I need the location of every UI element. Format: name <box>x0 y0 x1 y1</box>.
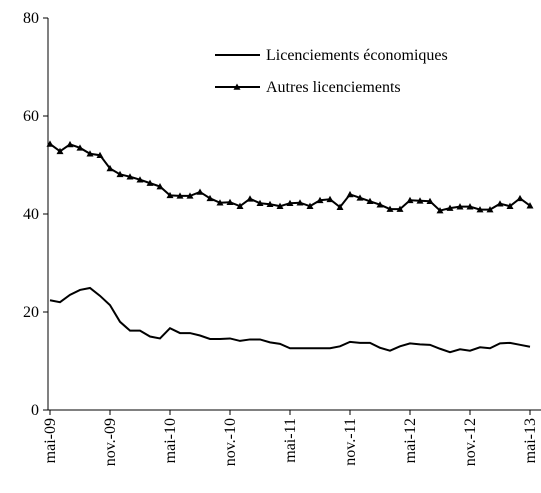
x-tick-label: mai-13 <box>522 418 539 463</box>
y-tick-label: 80 <box>23 10 39 27</box>
point-marker <box>216 199 224 206</box>
x-tick-label: nov.-11 <box>342 418 359 466</box>
point-marker <box>236 202 244 209</box>
x-tick-label: mai-10 <box>162 418 179 463</box>
legend-marker <box>233 83 241 90</box>
point-marker <box>516 194 524 202</box>
x-tick-label: nov.-12 <box>462 418 479 466</box>
point-marker <box>286 199 294 207</box>
y-tick-label: 0 <box>31 402 39 419</box>
point-marker <box>96 151 104 158</box>
legend-label: Autres licenciements <box>266 79 401 96</box>
point-marker <box>326 195 334 203</box>
point-marker <box>496 200 504 207</box>
point-marker <box>426 197 434 205</box>
point-marker <box>266 200 274 207</box>
point-marker <box>476 206 484 213</box>
x-tick-label: nov.-09 <box>102 418 119 466</box>
point-marker <box>276 202 284 209</box>
point-marker <box>206 194 214 202</box>
point-marker <box>406 196 414 204</box>
point-marker <box>436 207 444 214</box>
x-tick-label: nov.-10 <box>222 418 239 466</box>
series-line <box>49 286 531 354</box>
point-marker <box>226 198 234 206</box>
point-marker <box>186 192 194 199</box>
x-tick-label: mai-11 <box>282 418 299 463</box>
point-marker <box>376 201 384 208</box>
y-tick-label: 40 <box>23 206 39 223</box>
point-marker <box>446 204 454 211</box>
point-marker <box>76 144 84 151</box>
point-marker <box>156 183 164 190</box>
point-marker <box>176 192 184 199</box>
point-marker <box>386 205 394 212</box>
point-marker <box>106 164 114 172</box>
point-marker <box>256 199 264 207</box>
point-marker <box>166 191 174 199</box>
point-marker <box>346 190 354 198</box>
point-marker <box>526 202 534 209</box>
y-tick-label: 60 <box>23 108 39 125</box>
legend-label: Licenciements économiques <box>266 47 448 64</box>
point-marker <box>246 195 254 202</box>
point-marker <box>486 206 494 213</box>
point-marker <box>46 140 54 147</box>
point-marker <box>56 147 64 155</box>
point-marker <box>196 188 204 195</box>
point-marker <box>466 203 474 210</box>
point-marker <box>456 203 464 210</box>
point-marker <box>396 205 404 212</box>
point-marker <box>366 197 374 205</box>
point-marker <box>86 150 94 157</box>
point-marker <box>506 202 514 209</box>
point-marker <box>146 179 154 186</box>
x-tick-label: mai-09 <box>42 418 59 463</box>
point-marker <box>316 196 324 204</box>
point-marker <box>116 170 124 178</box>
point-marker <box>306 202 314 209</box>
point-marker <box>336 203 344 210</box>
point-marker <box>416 197 424 204</box>
point-marker <box>66 140 74 148</box>
point-marker <box>356 194 364 201</box>
point-marker <box>126 173 134 180</box>
point-marker <box>296 199 304 206</box>
point-marker <box>136 176 144 183</box>
y-tick-label: 20 <box>23 304 39 321</box>
x-tick-label: mai-12 <box>402 418 419 463</box>
